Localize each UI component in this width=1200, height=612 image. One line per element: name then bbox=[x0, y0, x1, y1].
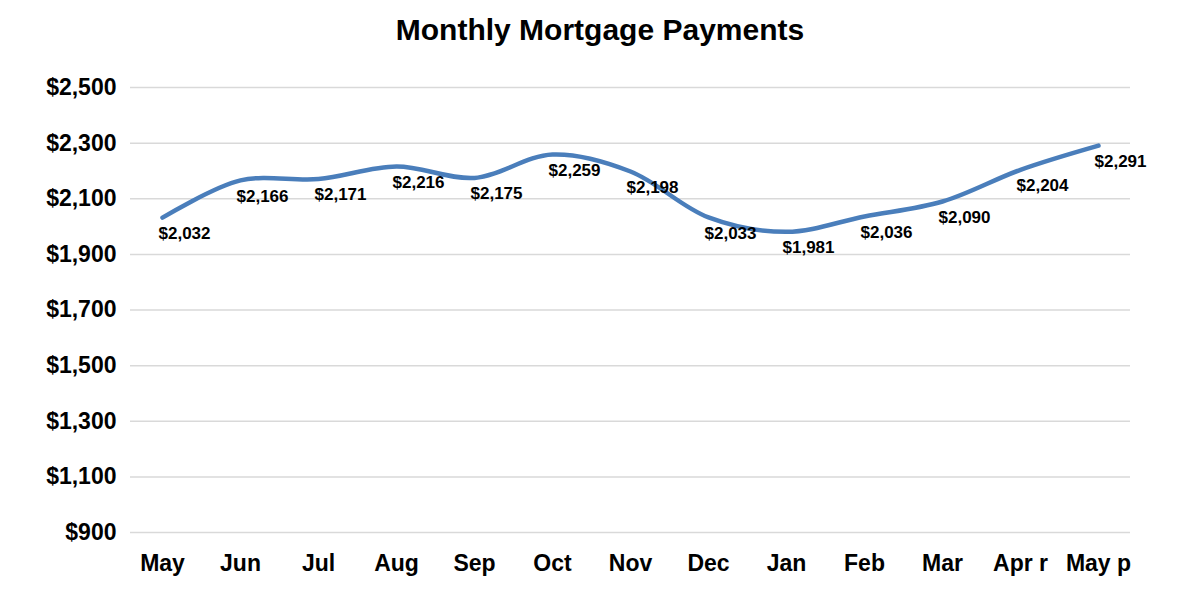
svg-text:$2,033: $2,033 bbox=[705, 224, 757, 243]
svg-text:$1,700: $1,700 bbox=[46, 296, 116, 322]
svg-text:$2,166: $2,166 bbox=[237, 187, 289, 206]
svg-text:$2,204: $2,204 bbox=[1017, 176, 1070, 195]
svg-text:$2,036: $2,036 bbox=[861, 223, 913, 242]
svg-text:May p: May p bbox=[1066, 550, 1131, 576]
svg-text:$2,500: $2,500 bbox=[46, 74, 116, 100]
svg-text:Aug: Aug bbox=[374, 550, 419, 576]
svg-text:Mar: Mar bbox=[922, 550, 963, 576]
svg-text:$900: $900 bbox=[65, 519, 116, 545]
svg-text:$1,300: $1,300 bbox=[46, 408, 116, 434]
svg-text:$2,291: $2,291 bbox=[1095, 152, 1147, 171]
svg-text:$1,981: $1,981 bbox=[783, 238, 835, 257]
svg-text:$2,100: $2,100 bbox=[46, 185, 116, 211]
svg-text:Jan: Jan bbox=[767, 550, 807, 576]
svg-text:Oct: Oct bbox=[533, 550, 572, 576]
svg-text:$2,090: $2,090 bbox=[939, 208, 991, 227]
svg-text:$1,900: $1,900 bbox=[46, 241, 116, 267]
svg-text:Nov: Nov bbox=[609, 550, 653, 576]
svg-text:$2,032: $2,032 bbox=[159, 224, 211, 243]
svg-text:$2,216: $2,216 bbox=[393, 173, 445, 192]
svg-text:Feb: Feb bbox=[844, 550, 885, 576]
svg-text:$2,300: $2,300 bbox=[46, 129, 116, 155]
svg-text:$1,100: $1,100 bbox=[46, 463, 116, 489]
svg-text:Jul: Jul bbox=[302, 550, 335, 576]
svg-text:$2,171: $2,171 bbox=[315, 185, 367, 204]
svg-text:May: May bbox=[140, 550, 185, 576]
svg-text:Apr r: Apr r bbox=[993, 550, 1048, 576]
svg-text:$2,175: $2,175 bbox=[471, 184, 523, 203]
svg-text:$2,259: $2,259 bbox=[549, 161, 601, 180]
svg-text:Jun: Jun bbox=[220, 550, 261, 576]
html-text:Monthly Mortgage Payments: Monthly Mortgage Payments bbox=[395, 13, 805, 46]
svg-text:Sep: Sep bbox=[453, 550, 495, 576]
svg-text:$1,500: $1,500 bbox=[46, 352, 116, 378]
svg-text:$2,198: $2,198 bbox=[627, 178, 679, 197]
svg-text:Dec: Dec bbox=[687, 550, 729, 576]
